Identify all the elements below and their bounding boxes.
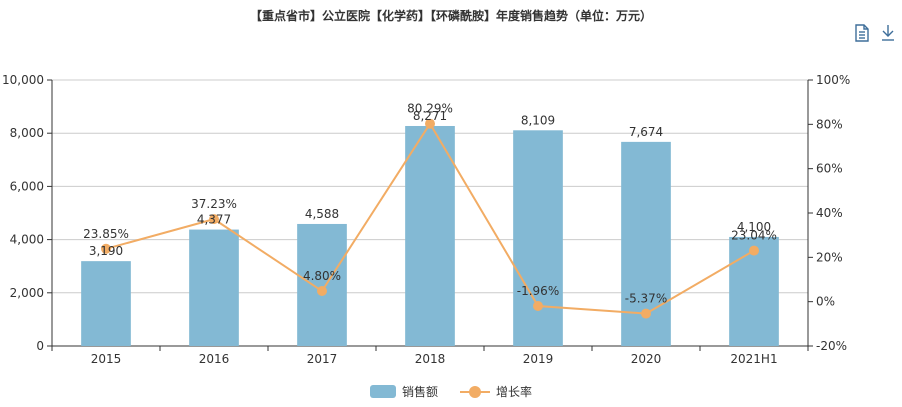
y-right-tick-label: 80% [816,117,843,131]
y-left-tick-label: 4,000 [10,233,44,247]
line-value-label: -5.37% [625,292,667,306]
line-point [641,308,651,319]
x-tick-label: 2021H1 [730,352,777,366]
y-left-tick-label: 0 [36,339,44,353]
y-right-tick-label: -20% [816,339,847,353]
line-value-label: 23.04% [731,229,777,243]
x-tick-label: 2016 [199,352,230,366]
line-value-label: 80.29% [407,102,453,116]
bar-value-label: 8,271 [413,109,447,123]
data-view-icon[interactable] [854,24,870,42]
bar [81,261,131,346]
line-value-label: -1.96% [517,284,559,298]
bar-value-label: 4,377 [197,213,231,227]
y-right-tick-label: 60% [816,162,843,176]
legend-line-swatch [460,385,490,398]
line-point [533,301,543,312]
x-tick-label: 2018 [415,352,446,366]
bar-value-label: 3,190 [89,244,123,258]
x-tick-label: 2015 [91,352,122,366]
line-point [317,286,327,297]
y-left-tick-label: 6,000 [10,179,44,193]
chart-title: 【重点省市】公立医院【化学药】【环磷酰胺】年度销售趋势（单位：万元） [249,9,652,23]
line-point [101,243,111,254]
line-point [425,118,435,129]
x-tick-label: 2017 [307,352,338,366]
y-right-tick-label: 0% [816,295,835,309]
line-value-label: 23.85% [83,227,129,241]
line-value-label: 37.23% [191,197,237,211]
bar [405,125,455,347]
y-right-tick-label: 40% [816,206,843,220]
download-icon[interactable] [880,24,896,42]
legend-item-sales[interactable]: 销售额 [369,383,438,400]
y-right-tick-label: 20% [816,250,843,264]
legend-bar-swatch [369,385,396,398]
bar-value-label: 4,100 [737,220,771,234]
legend-item-growth[interactable]: 增长率 [460,383,532,400]
y-left-tick-label: 10,000 [2,73,44,87]
legend: 销售额 增长率 [0,383,902,400]
line-point [209,214,219,225]
bar-value-label: 7,674 [629,125,663,139]
bar-value-label: 8,109 [521,113,555,127]
x-tick-label: 2020 [631,352,662,366]
chart-toolbar [854,24,896,42]
y-right-tick-label: 100% [816,73,850,87]
bar-value-label: 4,588 [305,207,339,221]
y-left-tick-label: 8,000 [10,126,44,140]
line-point [749,245,759,256]
legend-label-sales: 销售额 [401,385,438,399]
x-tick-label: 2019 [523,352,554,366]
bar [513,130,563,346]
legend-label-growth: 增长率 [496,385,533,399]
y-left-tick-label: 2,000 [10,286,44,300]
line-value-label: 4.80% [303,269,341,283]
bar [189,229,239,346]
bar [297,223,347,346]
